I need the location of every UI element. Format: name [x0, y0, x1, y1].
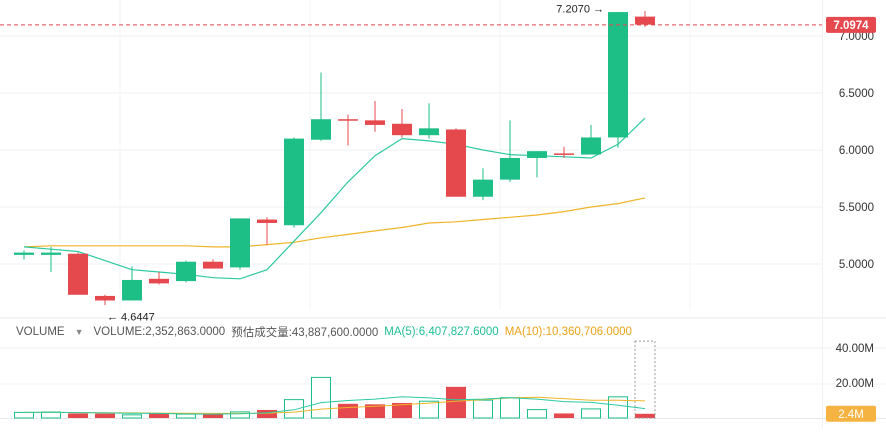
candle: [230, 218, 250, 270]
candle: [41, 246, 61, 272]
candle-body: [176, 261, 196, 282]
volume-ma10: MA(10):10,360,706.0000: [504, 326, 632, 338]
candle-body: [68, 253, 88, 295]
volume-bar: [500, 397, 520, 419]
volume-bar: [446, 386, 466, 418]
candle: [203, 259, 223, 269]
candle-body: [311, 119, 331, 140]
volume-bar: [230, 411, 250, 419]
current-volume-badge: [826, 405, 876, 422]
volume-bar: [257, 409, 277, 418]
candle: [608, 12, 628, 148]
candle: [95, 294, 115, 306]
candle-body: [392, 123, 412, 136]
candle-body: [608, 12, 628, 138]
volume-bar: [365, 404, 385, 418]
candle-body: [230, 218, 250, 268]
candle: [419, 103, 439, 139]
candle: [149, 271, 169, 285]
candle: [14, 250, 34, 260]
volume-legend: VOLUME ▼ VOLUME:2,352,863.0000 预估成交量:43,…: [0, 324, 638, 340]
candle-body: [203, 261, 223, 269]
volume-bar: [68, 413, 88, 418]
estimated-volume-bar: [634, 340, 656, 419]
candle: [122, 266, 142, 301]
volume-bar: [176, 413, 196, 419]
volume-ma5-line: [23, 396, 646, 415]
candle-body: [365, 120, 385, 125]
candle: [581, 124, 601, 155]
volume-bar: [581, 408, 601, 419]
candle-body: [473, 179, 493, 197]
low-price-annotation: ← 4.6447: [107, 312, 155, 324]
current-price-badge: [826, 16, 876, 33]
volume-bar: [203, 414, 223, 418]
candle: [338, 114, 358, 146]
ma10-line: [23, 197, 646, 248]
candle-body: [149, 278, 169, 284]
volume-tick-label: 20.00M: [836, 378, 874, 390]
volume-bar: [473, 399, 493, 419]
candle: [365, 100, 385, 132]
ma5-line: [23, 117, 646, 280]
candle-body: [419, 128, 439, 136]
candle: [473, 168, 493, 201]
price-tick-label: 7.0000: [839, 31, 874, 43]
candle-body: [257, 219, 277, 223]
volume-bar: [14, 411, 34, 419]
high-price-annotation: 7.2070 →: [556, 3, 604, 15]
candle: [500, 120, 520, 182]
volume-bar: [149, 413, 169, 418]
estimated-volume: 预估成交量:43,887,600.0000: [231, 327, 379, 339]
candle-body: [14, 252, 34, 255]
current-volume-label: 2.4M: [838, 409, 864, 421]
volume-bar: [392, 402, 412, 418]
volume-value: VOLUME:2,352,863.0000: [93, 326, 226, 338]
volume-bar: [338, 403, 358, 418]
candle-body: [41, 252, 61, 255]
candle: [527, 151, 547, 178]
candle-body: [527, 151, 547, 158]
candle: [284, 137, 304, 228]
candle: [446, 128, 466, 197]
candle-body: [500, 157, 520, 180]
current-price-label: 7.0974: [833, 20, 869, 32]
candle-body: [554, 153, 574, 155]
volume-bar: [635, 413, 655, 418]
candle-body: [338, 119, 358, 121]
candle: [554, 146, 574, 158]
candle: [176, 260, 196, 283]
volume-bar: [527, 409, 547, 419]
candle: [68, 252, 88, 295]
price-tick-label: 5.0000: [839, 259, 874, 271]
chevron-down-icon[interactable]: ▼: [74, 327, 84, 337]
candle: [635, 10, 655, 27]
volume-bar: [311, 376, 331, 419]
candle-body: [122, 279, 142, 301]
volume-tick-label: 40.00M: [836, 343, 874, 355]
candle-body: [635, 16, 655, 25]
volume-ma10-line: [24, 396, 646, 414]
candle-body: [284, 138, 304, 226]
price-tick-label: 6.5000: [839, 88, 874, 100]
candle: [257, 217, 277, 245]
volume-bar: [419, 400, 439, 419]
volume-bar: [608, 396, 628, 419]
candle-body: [95, 295, 115, 301]
volume-bar: [554, 413, 574, 418]
price-tick-label: 5.5000: [839, 202, 874, 214]
candle-body: [446, 129, 466, 197]
volume-bar: [284, 399, 304, 419]
volume-indicator-label[interactable]: VOLUME: [16, 326, 65, 338]
candle-body: [581, 137, 601, 155]
price-tick-label: 6.0000: [839, 145, 874, 157]
candle: [392, 108, 412, 138]
candle: [311, 72, 331, 141]
volume-bar: [122, 414, 142, 419]
volume-bar: [95, 413, 115, 418]
volume-ma5: MA(5):6,407,827.6000: [384, 326, 499, 338]
